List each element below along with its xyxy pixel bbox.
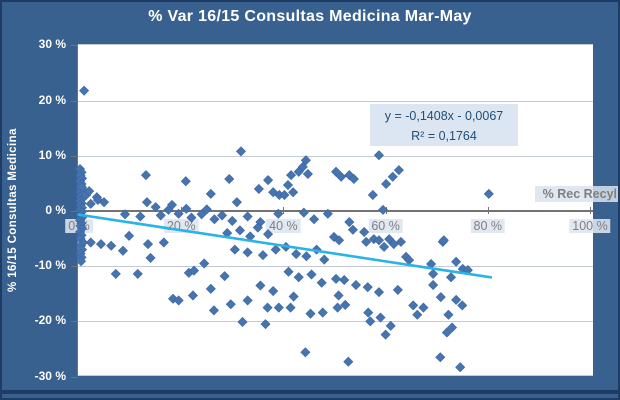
x-axis-tickmark <box>590 207 591 214</box>
y-tick-label: 20 % <box>38 92 66 107</box>
trendline-equation-box: y = -0,1408x - 0,0067 R² = 0,1764 <box>370 104 518 146</box>
y-tick-label: 30 % <box>38 37 66 52</box>
y-axis-tickmark <box>71 155 77 157</box>
trendline-r-squared: R² = 0,1764 <box>411 129 477 143</box>
y-tick-label: -20 % <box>34 313 66 328</box>
x-axis-tickmark <box>79 207 80 214</box>
x-tick-label: 0 % <box>65 219 93 233</box>
bottom-frame-rule <box>2 390 618 394</box>
y-axis-line <box>77 44 78 376</box>
trendline-equation: y = -0,1408x - 0,0067 <box>384 109 504 123</box>
x-axis-title: % Rec Recyl <box>535 186 618 202</box>
y-tick-label: 10 % <box>38 147 66 162</box>
gridline <box>77 100 593 102</box>
gridline <box>77 266 593 268</box>
x-axis-tickmark <box>181 207 183 214</box>
chart-title: % Var 16/15 Consultas Medicina Mar-May <box>148 8 472 25</box>
y-tick-label: -10 % <box>34 258 66 273</box>
x-tick-label: 100 % <box>569 219 611 233</box>
x-axis-tickmark <box>385 207 387 214</box>
y-axis-tickmark <box>71 100 77 102</box>
x-tick-label: 40 % <box>266 219 301 233</box>
x-axis-zero-line <box>77 210 593 212</box>
gridline <box>77 321 593 323</box>
y-tick-label: 0 % <box>45 203 66 217</box>
y-tick-label: -30 % <box>34 368 66 383</box>
gridline <box>77 155 593 157</box>
x-tick-label: 60 % <box>368 219 403 233</box>
x-axis-tickmark <box>283 207 285 214</box>
x-axis-tickmark <box>487 207 489 214</box>
x-tick-label: 20 % <box>163 219 199 233</box>
x-tick-label: 80 % <box>470 219 506 233</box>
y-axis-tickmark <box>71 266 77 268</box>
y-axis-tickmark <box>71 211 77 212</box>
y-axis-tickmark <box>71 376 77 378</box>
y-axis-tickmark <box>71 321 77 323</box>
y-axis-tickmark <box>71 45 77 47</box>
